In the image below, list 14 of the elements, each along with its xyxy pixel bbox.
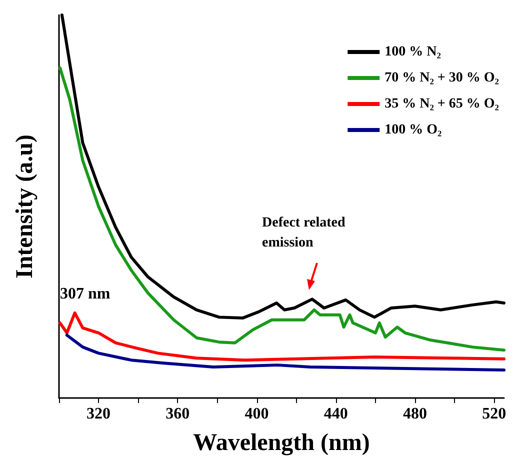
legend-label: 35 % N₂ + 65 % O₂ — [384, 96, 500, 112]
legend-label: 100 % O₂ — [384, 122, 442, 138]
y-axis-title: Intensity (a.u) — [12, 134, 38, 279]
legend-label: 100 % N₂ — [384, 44, 441, 60]
x-tick-label: 440 — [324, 406, 348, 422]
x-tick-label: 480 — [403, 406, 427, 422]
x-tick-label: 320 — [86, 406, 111, 422]
annotation: Defect related emission — [262, 216, 349, 250]
x-tick-label: 400 — [244, 406, 269, 422]
legend-label: 70 % N₂ + 30 % O₂ — [384, 70, 500, 86]
x-tick-label: 360 — [166, 406, 190, 422]
annotation: 307 nm — [60, 286, 111, 302]
x-tick-label: 520 — [482, 406, 506, 422]
x-axis-title: Wavelength (nm) — [193, 430, 370, 456]
